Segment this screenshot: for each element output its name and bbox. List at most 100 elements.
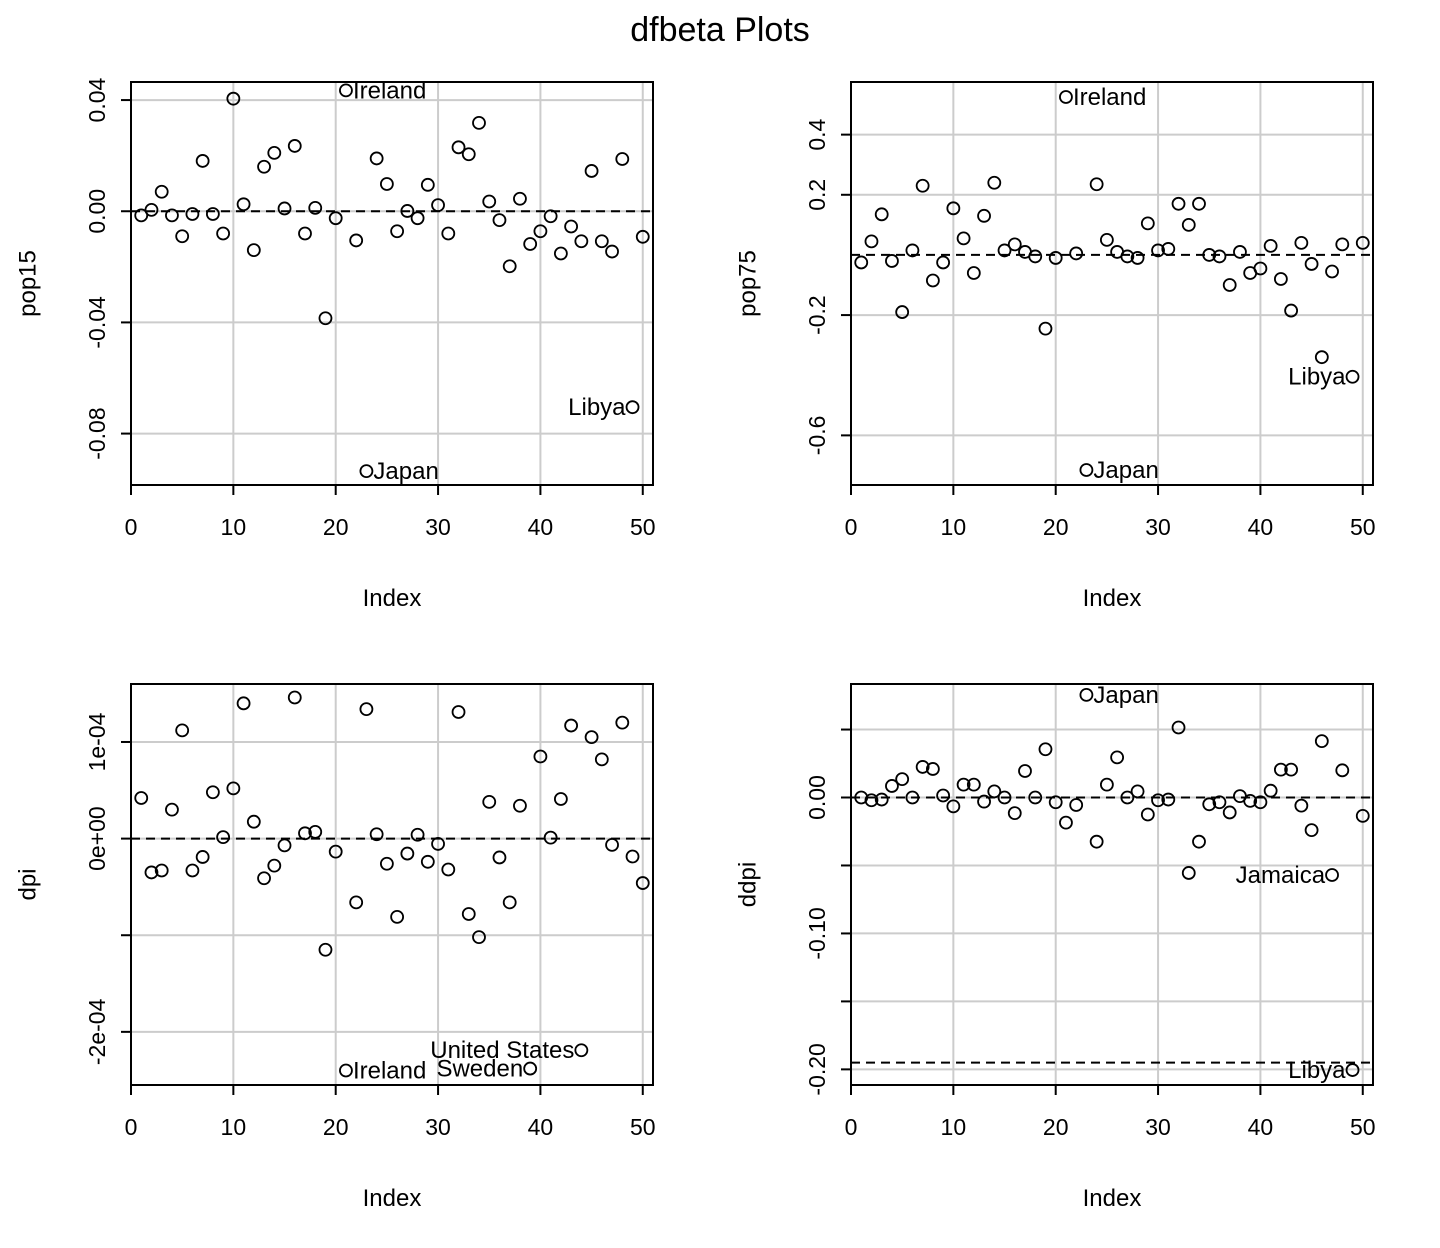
y-axis-label: ddpi — [735, 862, 762, 907]
data-point — [298, 226, 312, 241]
data-point — [246, 243, 261, 258]
data-point — [1222, 805, 1237, 820]
point-annotation: United States — [430, 1037, 574, 1064]
data-point — [574, 1043, 589, 1058]
y-tick-label: 0e+00 — [84, 806, 110, 871]
data-point — [369, 151, 384, 166]
data-point — [298, 826, 312, 841]
x-tick-label: 50 — [1350, 514, 1376, 540]
x-tick-label: 20 — [323, 514, 349, 540]
data-point — [977, 208, 991, 223]
data-point — [594, 234, 609, 249]
data-point — [1253, 261, 1268, 276]
point-annotation: Ireland — [353, 1058, 426, 1085]
data-point — [635, 229, 650, 244]
data-point — [1181, 866, 1196, 880]
data-point — [885, 779, 899, 793]
data-point — [308, 824, 323, 839]
plot-frame — [130, 683, 654, 1086]
data-point — [854, 255, 869, 270]
data-point — [1192, 196, 1206, 211]
data-point — [956, 777, 971, 792]
point-annotation: Japan — [1093, 457, 1158, 484]
data-point — [1059, 815, 1073, 830]
x-tick-label: 20 — [323, 1114, 349, 1140]
point-annotation: Libya — [568, 394, 626, 421]
data-point — [1059, 90, 1073, 104]
data-point — [154, 184, 169, 199]
data-point — [1212, 249, 1227, 264]
data-point — [339, 83, 353, 98]
panel-dpi: 0 10 20 30 40 50 1e-04 0e+00 -2e-04 Index dpi Irela… — [15, 683, 656, 1212]
data-point — [226, 91, 241, 106]
data-point — [1161, 792, 1176, 807]
data-point — [594, 752, 609, 767]
data-point — [236, 696, 251, 711]
data-point — [1130, 251, 1145, 265]
data-point — [267, 858, 282, 873]
data-point — [472, 115, 486, 130]
data-point — [195, 154, 210, 168]
data-point — [400, 204, 415, 218]
data-point — [277, 201, 292, 216]
data-point — [584, 730, 599, 745]
data-point — [625, 400, 640, 415]
panel-ddpi: 0 10 20 30 40 50 0.00 -0.10 -0.20 Index ddpi Japan J… — [735, 682, 1376, 1212]
data-point — [1314, 350, 1329, 365]
y-tick-label: -2e-04 — [84, 998, 110, 1065]
data-point — [308, 201, 323, 215]
data-point — [1345, 1063, 1360, 1077]
point-annotation: Japan — [1093, 682, 1158, 709]
plot-frame — [850, 683, 1374, 1086]
data-point — [400, 846, 415, 861]
data-point — [874, 207, 889, 222]
data-point — [1151, 243, 1165, 258]
data-point — [1028, 790, 1043, 805]
y-tick-label: 0.00 — [84, 189, 110, 234]
data-point — [205, 207, 220, 221]
x-tick-label: 40 — [528, 1114, 554, 1140]
data-point — [1335, 237, 1350, 252]
data-point — [553, 792, 568, 806]
data-point — [1130, 784, 1145, 799]
data-point — [287, 139, 302, 153]
data-point — [1304, 257, 1319, 271]
data-point — [431, 837, 445, 851]
data-point — [349, 233, 364, 248]
figure-title: dfbeta Plots — [630, 11, 810, 49]
data-point — [513, 191, 527, 206]
data-point — [359, 702, 374, 717]
data-point — [1140, 216, 1155, 231]
data-point — [144, 865, 159, 880]
data-point — [1038, 742, 1053, 757]
data-point — [175, 723, 190, 738]
data-point — [431, 198, 445, 213]
data-point — [1079, 463, 1094, 477]
data-point — [1212, 795, 1227, 810]
data-point — [915, 178, 930, 193]
data-point — [543, 209, 558, 224]
data-point — [175, 229, 190, 244]
x-tick-label: 20 — [1043, 1114, 1069, 1140]
y-tick-label: -0.10 — [804, 907, 830, 959]
data-point — [905, 790, 920, 805]
data-point — [1089, 177, 1104, 192]
data-point — [451, 140, 466, 155]
y-tick-label: 0.4 — [804, 118, 830, 150]
data-point — [318, 942, 333, 957]
data-point — [420, 854, 435, 869]
data-point — [1345, 369, 1360, 384]
data-point — [1120, 249, 1135, 264]
y-axis-label: dpi — [15, 868, 42, 900]
x-tick-label: 40 — [1248, 514, 1274, 540]
data-point — [461, 147, 476, 162]
data-point — [1161, 242, 1176, 256]
data-point — [379, 856, 394, 871]
data-point — [134, 791, 149, 805]
data-point — [349, 895, 364, 910]
data-point — [574, 234, 589, 249]
x-tick-label: 50 — [630, 514, 656, 540]
data-point — [1048, 795, 1063, 810]
data-point — [1079, 687, 1094, 702]
data-point — [997, 790, 1012, 805]
